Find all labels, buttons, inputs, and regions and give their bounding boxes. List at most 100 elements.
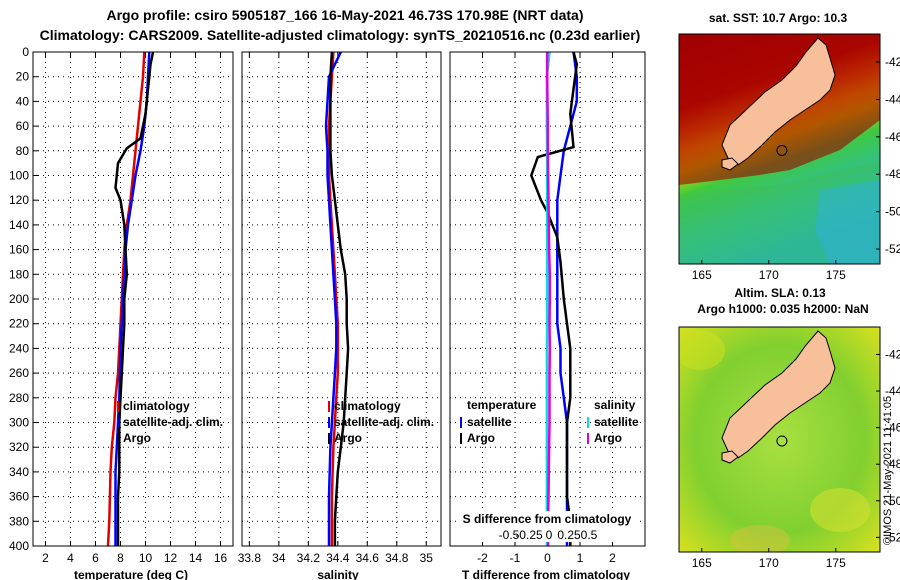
temperature-axis: 2 4 6 8 10 12 14 16 [42, 52, 227, 565]
sst-map-title: sat. SST: 10.7 Argo: 10.3 [709, 11, 848, 25]
y-tick-label: 220 [9, 317, 29, 331]
new-zealand-south-island [721, 37, 836, 166]
depth-axis: 0 20 40 60 80 100 120 140 160 180 200 220 240 260 280 3… [9, 45, 38, 553]
map-x-tick-label: 175 [826, 556, 846, 570]
legend-label-climatology: climatology [123, 399, 190, 413]
sst-map-frame [678, 33, 881, 265]
s-difference-label: S difference from climatology [463, 512, 632, 526]
temperature-frame [32, 51, 234, 547]
x-tick-label: 34.8 [385, 551, 409, 565]
x-tick-label: -1 [510, 551, 521, 565]
x-tick-label: 10 [139, 551, 153, 565]
legend-swatch-argo [117, 433, 119, 444]
figure-title-line1: Argo profile: csiro 5905187_166 16-May-2… [106, 7, 583, 23]
sla-map-axes: 165 170 175 -42 -44 -46 -48 -50 -52 [692, 347, 900, 570]
sla-anomaly [810, 488, 870, 532]
figure-title-line2: Climatology: CARS2009. Satellite-adjuste… [40, 27, 641, 43]
map-y-tick-label: -50 [885, 205, 900, 219]
argo-position-marker [776, 435, 788, 447]
temperature-series [106, 52, 155, 546]
s-tick-label: -0.25 [515, 528, 543, 542]
salinity-frame [241, 51, 442, 547]
y-tick-label: 0 [22, 45, 29, 59]
series-line-argo [329, 52, 350, 546]
legend-label-satellite: satellite-adj. clim. [334, 415, 434, 429]
map-x-tick-label: 165 [692, 556, 712, 570]
y-tick-label: 200 [9, 292, 29, 306]
y-tick-label: 300 [9, 416, 29, 430]
sst-cold-region [815, 180, 880, 264]
x-tick-label: 34 [272, 551, 286, 565]
series-line-temperature-argo [529, 52, 579, 546]
s-tick-label: 0 [546, 528, 553, 542]
s-tick-label: -0.5 [499, 528, 520, 542]
series-line-satellite-adj-clim- [324, 52, 342, 546]
temperature-xlabel: temperature (deg C) [74, 568, 188, 580]
difference-series [529, 52, 579, 546]
s-difference-scale-bg [458, 511, 640, 542]
map-y-tick-label: -46 [885, 130, 900, 144]
y-tick-label: 260 [9, 366, 29, 380]
t-difference-xlabel: T difference from climatology [462, 568, 630, 580]
s-difference-ticks: -0.5-0.25 0 0.25 0.5 [499, 528, 598, 542]
x-tick-label: 8 [117, 551, 124, 565]
x-tick-label: 6 [92, 551, 99, 565]
legend-label-t-satellite: satellite [467, 415, 512, 429]
temperature-panel: 0 20 40 60 80 100 120 140 160 180 200 220 240 260 280 3… [9, 45, 234, 580]
new-zealand-south-island [721, 330, 836, 459]
legend-label-s-satellite: satellite [594, 415, 639, 429]
sst-map-panel: sat. SST: 10.7 Argo: 10.3 165 170 175 -42 -4… [678, 11, 900, 282]
legend-swatch-climatology [328, 401, 330, 412]
map-x-tick-label: 170 [759, 268, 779, 282]
y-tick-label: 80 [16, 144, 30, 158]
y-tick-label: 160 [9, 243, 29, 257]
s-tick-label: 0.25 [557, 528, 581, 542]
x-tick-label: 2 [42, 551, 49, 565]
y-tick-label: 400 [9, 539, 29, 553]
argo-position-marker [776, 144, 788, 156]
x-tick-label: 1 [577, 551, 584, 565]
series-line-salinity-argo [545, 52, 552, 546]
y-tick-label: 120 [9, 193, 29, 207]
temperature-grid [33, 51, 233, 547]
y-tick-label: 360 [9, 490, 29, 504]
difference-legend-temperature: temperature satellite Argo [460, 398, 537, 445]
sla-map-frame [678, 326, 881, 553]
legend-label-climatology: climatology [334, 399, 401, 413]
x-tick-label: 33.8 [238, 551, 262, 565]
sla-map-area [679, 327, 880, 552]
series-line-climatology [327, 52, 340, 546]
y-tick-label: 60 [16, 119, 30, 133]
x-tick-label: 16 [214, 551, 228, 565]
sla-anomaly [679, 330, 725, 370]
legend-swatch-satellite [117, 417, 119, 428]
sla-anomaly [730, 525, 790, 552]
y-tick-label: 240 [9, 341, 29, 355]
sla-map-title-line1: Altim. SLA: 0.13 [734, 286, 826, 300]
y-tick-label: 100 [9, 169, 29, 183]
map-y-tick-label: -44 [885, 92, 900, 106]
legend-label-argo: Argo [334, 431, 362, 445]
map-y-tick-label: -52 [885, 242, 900, 256]
x-tick-label: 12 [164, 551, 178, 565]
legend-title-temperature: temperature [467, 398, 537, 412]
x-tick-label: 34.6 [356, 551, 380, 565]
sla-map-panel: Altim. SLA: 0.13 Argo h1000: 0.035 h2000… [678, 286, 900, 570]
map-y-tick-label: -48 [885, 457, 900, 471]
legend-title-salinity: salinity [594, 398, 636, 412]
y-tick-label: 20 [16, 70, 30, 84]
legend-label-argo: Argo [123, 431, 151, 445]
y-tick-label: 340 [9, 465, 29, 479]
x-tick-label: 34.4 [326, 551, 350, 565]
legend-label-s-argo: Argo [594, 431, 622, 445]
y-tick-label: 280 [9, 391, 29, 405]
stewart-island [721, 157, 739, 171]
map-x-tick-label: 175 [826, 268, 846, 282]
legend-swatch-argo [328, 433, 330, 444]
series-line-argo [114, 52, 155, 546]
x-tick-label: 0 [544, 551, 551, 565]
legend-swatch-t-argo [460, 433, 462, 444]
map-y-tick-label: -42 [885, 55, 900, 69]
y-tick-label: 140 [9, 218, 29, 232]
